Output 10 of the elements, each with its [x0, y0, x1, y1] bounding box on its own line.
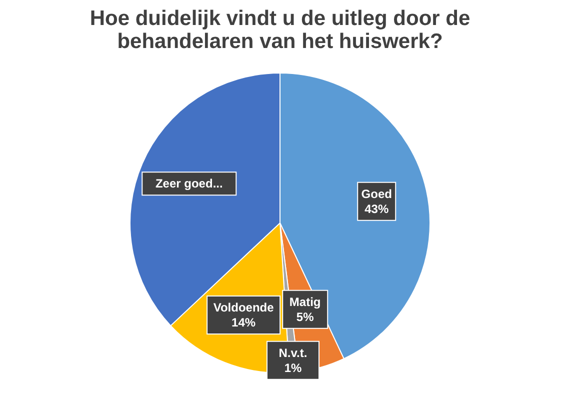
data-label: 1%	[284, 360, 302, 375]
data-label: 5%	[296, 310, 314, 324]
slice-label: Zeer goed...	[155, 176, 223, 191]
slice-label: Goed	[361, 186, 392, 201]
slice-label: Voldoende	[213, 300, 274, 315]
slice-label: N.v.t.	[278, 346, 308, 360]
data-label: 14%	[232, 316, 256, 330]
chart-title: Hoe duidelijk vindt u de uitleg door de behandelaren van het huiswerk?	[90, 7, 470, 53]
data-label: 43%	[364, 202, 389, 216]
slice-label: Matig	[289, 294, 321, 309]
